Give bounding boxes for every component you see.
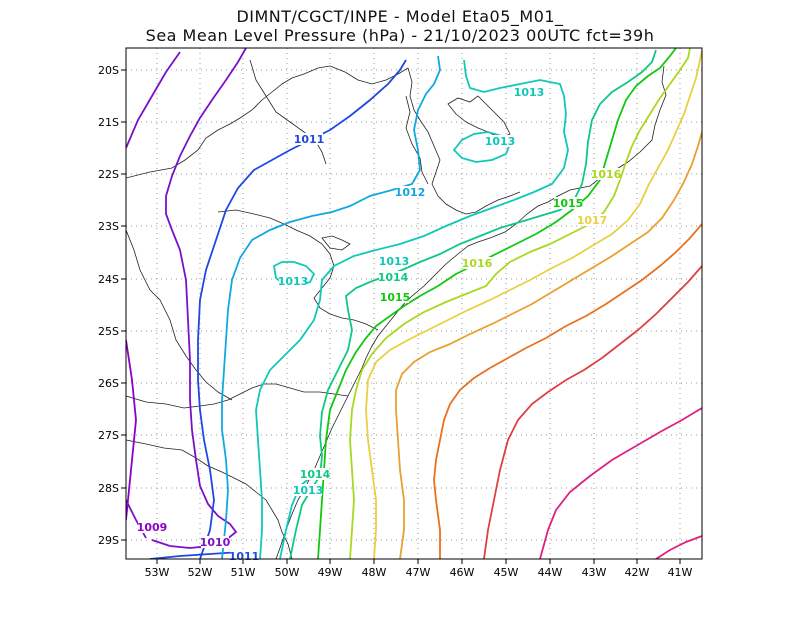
lake-outline <box>447 95 511 139</box>
isobar-1013 <box>255 59 569 559</box>
lat-tick-label: 26S <box>98 377 119 390</box>
state-border-1 <box>126 65 409 179</box>
isobar-label-bg <box>486 135 514 147</box>
lat-tick-label: 29S <box>98 534 119 547</box>
isobar-label: 1013 <box>379 255 410 268</box>
isobar-label: 1013 <box>293 484 324 497</box>
isobar-label-bg <box>279 275 307 287</box>
lon-tick-label: 41W <box>668 566 693 579</box>
lat-tick-label: 25S <box>98 325 119 338</box>
isobar-labels: 1011 1012 1013 1013 1013 1013 1013 1014 1014 1015… <box>137 86 622 563</box>
isobar-1021 <box>539 407 702 559</box>
lon-tick-label: 52W <box>188 566 213 579</box>
isobar-label: 1014 <box>300 468 331 481</box>
map-title-line1: DIMNT/CGCT/INPE - Model Eta05_M01_ <box>236 7 564 26</box>
isobar-label: 1017 <box>577 214 608 227</box>
isobar-1012 <box>221 55 441 559</box>
state-border-3 <box>405 95 429 185</box>
isobar-label: 1012 <box>395 186 426 199</box>
lon-tick-label: 51W <box>231 566 256 579</box>
lat-tick-label: 24S <box>98 273 119 286</box>
isobar-label: 1015 <box>553 197 584 210</box>
lat-tick-label: 21S <box>98 116 119 129</box>
river-border <box>249 59 327 165</box>
isobar-label-bg <box>554 197 582 209</box>
isobar-label: 1011 <box>229 550 260 563</box>
isobar-label-bg <box>396 186 424 198</box>
lon-tick-label: 49W <box>318 566 343 579</box>
lat-tick-label: 28S <box>98 482 119 495</box>
isobar-label-bg <box>295 133 323 145</box>
isobar-label-bg <box>138 521 166 533</box>
lon-tick-label: 44W <box>538 566 563 579</box>
isobar-label: 1015 <box>380 291 411 304</box>
isobar-1016 <box>349 48 691 559</box>
isobar-1010 <box>151 48 247 549</box>
lat-lon-grid <box>126 48 702 559</box>
coastline-borders <box>126 59 667 559</box>
reservoir-outline <box>321 235 351 251</box>
lat-tick-label: 27S <box>98 429 119 442</box>
isobar-label: 1016 <box>462 257 493 270</box>
isobar-1011 <box>149 551 241 559</box>
isobar-1014 <box>289 49 657 559</box>
state-border-4 <box>217 209 379 331</box>
isobar-label: 1016 <box>591 168 622 181</box>
isobar-label: 1011 <box>294 133 325 146</box>
axis-ticks: 53W 52W 51W 50W 49W 48W 47W 46W 45W 44W 43W 42W 41W 2… <box>98 64 693 579</box>
isobar-1017 <box>365 49 702 559</box>
lon-tick-label: 53W <box>145 566 170 579</box>
lon-tick-label: 43W <box>582 566 607 579</box>
lat-tick-label: 22S <box>98 168 119 181</box>
lat-tick-label: 23S <box>98 220 119 233</box>
isobar-1010 <box>126 51 181 149</box>
lon-tick-label: 45W <box>494 566 519 579</box>
coastline <box>275 65 667 559</box>
isobar-label: 1013 <box>485 135 516 148</box>
isobar-label-bg <box>380 255 408 267</box>
isobar-label: 1014 <box>378 271 409 284</box>
state-border-2 <box>407 67 521 215</box>
state-border-6 <box>126 439 293 559</box>
isobar-1019 <box>433 223 702 559</box>
isobar-label-bg <box>592 168 620 180</box>
lon-tick-label: 47W <box>406 566 431 579</box>
lat-tick-label: 20S <box>98 64 119 77</box>
isobar-label: 1013 <box>278 275 309 288</box>
isobar-label-bg <box>515 86 543 98</box>
isobar-label-bg <box>201 536 229 548</box>
isobar-1020 <box>483 265 702 559</box>
isobar-label-bg <box>301 468 329 480</box>
isobar-label-bg <box>578 214 606 226</box>
lon-tick-label: 42W <box>625 566 650 579</box>
isobar-1018 <box>395 131 702 559</box>
isobar-label: 1010 <box>200 536 231 549</box>
isobar-label: 1009 <box>137 521 168 534</box>
isobar-label-bg <box>381 291 409 303</box>
isobar-1009 <box>126 339 137 521</box>
isobar-label-bg <box>379 271 407 283</box>
isobar-label-bg <box>294 484 322 496</box>
lon-tick-label: 50W <box>275 566 300 579</box>
lon-tick-label: 46W <box>450 566 475 579</box>
isobar-label-bg <box>463 257 491 269</box>
plot-frame <box>125 47 703 560</box>
isobar-lines <box>126 48 702 559</box>
lon-tick-label: 48W <box>362 566 387 579</box>
isobar-1011 <box>197 59 407 559</box>
state-border-5 <box>126 383 349 409</box>
country-border <box>126 229 233 401</box>
map-title-line2: Sea Mean Level Pressure (hPa) - 21/10/20… <box>145 26 655 45</box>
isobar-1021 <box>655 535 702 559</box>
isobar-label: 1013 <box>514 86 545 99</box>
